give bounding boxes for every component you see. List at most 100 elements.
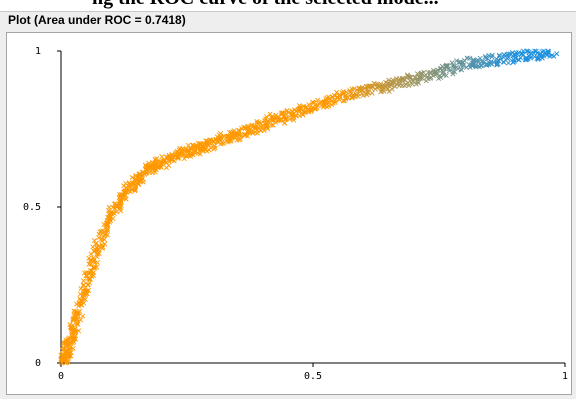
roc-point xyxy=(154,156,160,162)
roc-point xyxy=(325,100,332,106)
roc-point xyxy=(254,120,260,126)
roc-point xyxy=(169,157,175,163)
roc-point xyxy=(532,54,538,60)
roc-point xyxy=(161,158,167,164)
roc-point xyxy=(139,178,145,184)
roc-point xyxy=(206,147,212,153)
roc-point xyxy=(364,90,371,96)
roc-point xyxy=(263,122,269,128)
roc-point xyxy=(60,353,66,359)
roc-point xyxy=(60,355,66,361)
roc-point xyxy=(306,102,312,108)
roc-point xyxy=(453,58,460,64)
roc-point xyxy=(380,82,386,88)
roc-point xyxy=(85,287,91,293)
roc-point xyxy=(225,133,231,139)
roc-point xyxy=(70,322,76,328)
roc-point xyxy=(139,173,145,179)
y-tick-label-1: 0.5 xyxy=(23,202,41,213)
roc-point xyxy=(511,58,518,64)
roc-point xyxy=(219,140,225,146)
roc-point xyxy=(296,109,302,115)
roc-point xyxy=(176,150,182,156)
x-tick-label-2: 1 xyxy=(562,371,568,382)
roc-point xyxy=(528,55,534,61)
roc-point xyxy=(77,296,83,302)
roc-point xyxy=(65,338,71,344)
roc-point xyxy=(505,60,512,66)
roc-point xyxy=(92,247,98,253)
header-fragment: ng the ROC curve of the selected mode... xyxy=(92,0,439,10)
roc-point xyxy=(184,147,190,153)
roc-point xyxy=(66,347,72,353)
roc-point xyxy=(376,84,382,90)
roc-point xyxy=(129,175,135,181)
roc-point xyxy=(107,214,113,221)
roc-point xyxy=(132,176,138,182)
roc-point xyxy=(253,126,259,132)
roc-point xyxy=(347,88,353,94)
roc-point xyxy=(132,185,138,191)
roc-point xyxy=(166,159,172,165)
roc-point xyxy=(460,63,466,69)
roc-point xyxy=(427,70,433,76)
roc-point xyxy=(343,89,349,95)
roc-point xyxy=(449,60,455,66)
roc-point xyxy=(125,188,131,194)
roc-point xyxy=(82,296,88,302)
roc-point xyxy=(65,359,71,365)
roc-point xyxy=(81,282,87,288)
roc-point xyxy=(100,230,106,236)
roc-point xyxy=(399,76,405,82)
roc-point xyxy=(470,57,477,63)
roc-point xyxy=(386,77,392,83)
roc-point xyxy=(376,83,382,89)
roc-point xyxy=(310,99,316,105)
roc-point xyxy=(545,48,551,54)
roc-point xyxy=(334,89,340,95)
truncated-header-text: ng the ROC curve of the selected mode... xyxy=(0,0,576,13)
roc-point xyxy=(379,88,385,94)
panel-title: Plot (Area under ROC = 0.7418) xyxy=(8,13,186,27)
roc-point xyxy=(289,115,295,121)
roc-point xyxy=(389,86,395,92)
roc-point xyxy=(450,69,456,75)
roc-point xyxy=(351,86,357,92)
roc-point xyxy=(110,204,116,210)
roc-point xyxy=(458,66,464,73)
roc-point xyxy=(364,86,371,92)
roc-point xyxy=(456,59,462,65)
roc-point xyxy=(188,152,194,158)
x-tick-label-1: 0.5 xyxy=(304,371,322,382)
roc-point xyxy=(71,312,77,318)
roc-point xyxy=(169,151,175,158)
roc-point xyxy=(280,110,286,116)
roc-point xyxy=(84,273,90,279)
roc-point xyxy=(72,333,78,339)
roc-point xyxy=(80,313,86,319)
roc-point xyxy=(112,201,118,207)
roc-point xyxy=(139,172,145,178)
roc-point xyxy=(241,124,247,130)
roc-point xyxy=(159,154,165,160)
roc-point xyxy=(526,49,532,55)
roc-point xyxy=(85,282,91,288)
roc-point xyxy=(69,325,75,331)
x-tick-label-0: 0 xyxy=(58,371,64,382)
roc-point xyxy=(371,80,377,86)
roc-point xyxy=(520,52,526,58)
roc-point xyxy=(158,164,164,170)
roc-point xyxy=(185,142,191,148)
roc-point xyxy=(315,97,321,103)
roc-point xyxy=(143,167,149,173)
roc-point xyxy=(254,119,260,125)
roc-point xyxy=(261,127,267,133)
roc-point xyxy=(447,68,453,74)
roc-point xyxy=(498,56,504,62)
roc-point xyxy=(329,102,335,108)
roc-point xyxy=(218,131,224,137)
roc-point xyxy=(77,301,83,307)
roc-point xyxy=(542,49,548,55)
roc-point xyxy=(332,98,338,104)
roc-point xyxy=(114,204,120,210)
